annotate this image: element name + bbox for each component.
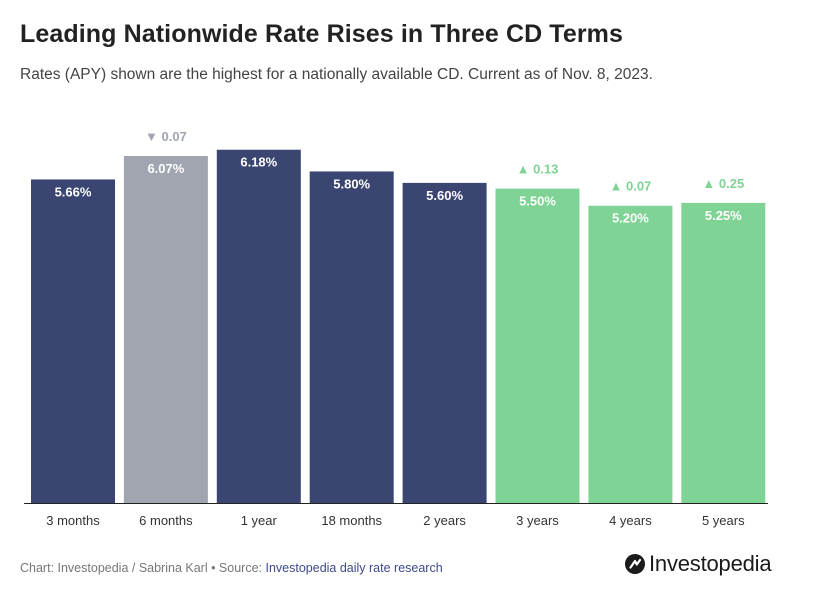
bar-6 xyxy=(495,188,580,503)
x-tick-label-6: 3 years xyxy=(516,513,559,528)
bar-value-label-3: 6.18% xyxy=(240,155,277,170)
bar-7 xyxy=(588,205,673,503)
bar-8 xyxy=(681,202,766,503)
chart-title: Leading Nationwide Rate Rises in Three C… xyxy=(20,20,623,48)
x-tick-label-7: 4 years xyxy=(609,513,652,528)
x-tick-label-5: 2 years xyxy=(423,513,466,528)
brand-name: Investopedia xyxy=(649,551,772,576)
rate-change-label-7: ▲ 0.07 xyxy=(610,179,652,194)
bar-1 xyxy=(31,179,115,503)
bar-value-label-1: 5.66% xyxy=(55,184,92,199)
bar-value-label-5: 5.60% xyxy=(426,188,463,203)
chart-subtitle: Rates (APY) shown are the highest for a … xyxy=(20,66,653,83)
bar-value-label-2: 6.07% xyxy=(147,161,184,176)
bar-value-label-8: 5.25% xyxy=(705,208,742,223)
bar-value-label-7: 5.20% xyxy=(612,211,649,226)
bar-5 xyxy=(402,182,487,503)
brand-logo: Investopedia xyxy=(624,551,772,577)
x-tick-label-8: 5 years xyxy=(702,513,745,528)
rate-change-label-6: ▲ 0.13 xyxy=(517,162,559,177)
x-tick-label-1: 3 months xyxy=(46,513,100,528)
x-tick-label-3: 1 year xyxy=(241,513,278,528)
source-link[interactable]: Investopedia daily rate research xyxy=(265,561,443,575)
rate-change-label-2: ▼ 0.07 xyxy=(145,129,187,144)
bar-2 xyxy=(123,156,208,503)
bar-3 xyxy=(216,149,301,503)
x-tick-label-2: 6 months xyxy=(139,513,193,528)
bar-4 xyxy=(309,171,394,503)
bar-value-label-6: 5.50% xyxy=(519,194,556,209)
chart-footer: Chart: Investopedia / Sabrina Karl • Sou… xyxy=(20,561,443,575)
bar-value-label-4: 5.80% xyxy=(333,176,370,191)
credit-text: Chart: Investopedia / Sabrina Karl • Sou… xyxy=(20,561,266,575)
x-tick-label-4: 18 months xyxy=(321,513,382,528)
rate-change-label-8: ▲ 0.25 xyxy=(702,176,744,191)
investopedia-logo-icon xyxy=(625,554,645,574)
